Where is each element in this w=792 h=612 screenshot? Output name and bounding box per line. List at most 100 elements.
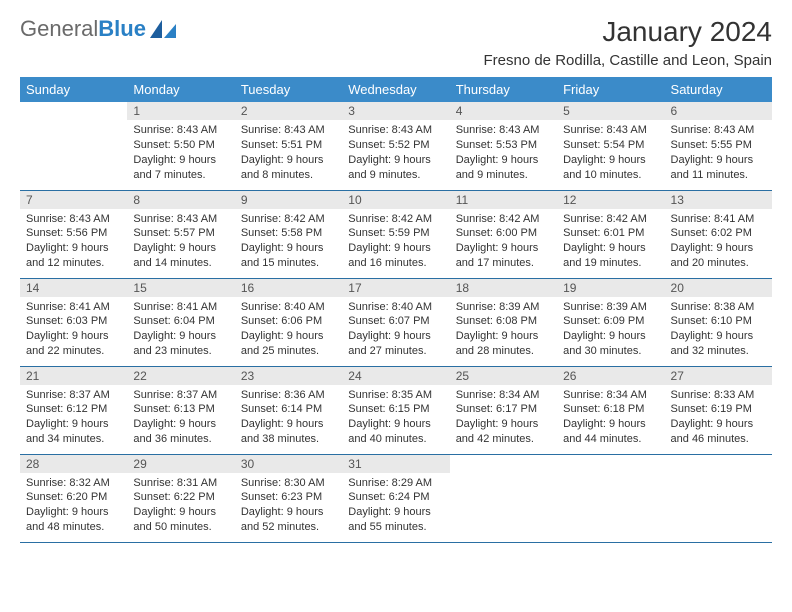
sunset-text: Sunset: 6:03 PM (26, 314, 121, 329)
day-content: Sunrise: 8:43 AMSunset: 5:51 PMDaylight:… (235, 120, 342, 186)
calendar-cell: 2Sunrise: 8:43 AMSunset: 5:51 PMDaylight… (235, 102, 342, 190)
day-number: 17 (342, 279, 449, 297)
sunrise-text: Sunrise: 8:42 AM (563, 212, 658, 227)
weekday-header: Saturday (665, 77, 772, 102)
daylight-text: Daylight: 9 hours and 20 minutes. (671, 241, 766, 271)
calendar-row: 28Sunrise: 8:32 AMSunset: 6:20 PMDayligh… (20, 454, 772, 542)
sunset-text: Sunset: 5:57 PM (133, 226, 228, 241)
day-content: Sunrise: 8:32 AMSunset: 6:20 PMDaylight:… (20, 473, 127, 539)
daylight-text: Daylight: 9 hours and 14 minutes. (133, 241, 228, 271)
calendar-cell: 25Sunrise: 8:34 AMSunset: 6:17 PMDayligh… (450, 366, 557, 454)
day-number: 20 (665, 279, 772, 297)
calendar-cell: 20 Sunrise: 8:38 AMSunset: 6:10 PMDayligh… (665, 278, 772, 366)
daylight-text: Daylight: 9 hours and 15 minutes. (241, 241, 336, 271)
day-content: Sunrise: 8:42 AMSunset: 5:59 PMDaylight:… (342, 209, 449, 275)
sunrise-text: Sunrise: 8:40 AM (241, 300, 336, 315)
day-content: Sunrise: 8:33 AMSunset: 6:19 PMDaylight:… (665, 385, 772, 451)
calendar-cell: 17Sunrise: 8:40 AMSunset: 6:07 PMDayligh… (342, 278, 449, 366)
day-number: 4 (450, 102, 557, 120)
sunset-text: Sunset: 6:10 PM (671, 314, 766, 329)
calendar-cell: 11Sunrise: 8:42 AMSunset: 6:00 PMDayligh… (450, 190, 557, 278)
sunrise-text: Sunrise: 8:37 AM (26, 388, 121, 403)
daylight-text: Daylight: 9 hours and 7 minutes. (133, 153, 228, 183)
daylight-text: Daylight: 9 hours and 8 minutes. (241, 153, 336, 183)
day-number: 22 (127, 367, 234, 385)
calendar-cell: 26Sunrise: 8:34 AMSunset: 6:18 PMDayligh… (557, 366, 664, 454)
calendar-cell: 16Sunrise: 8:40 AMSunset: 6:06 PMDayligh… (235, 278, 342, 366)
calendar-cell: 10Sunrise: 8:42 AMSunset: 5:59 PMDayligh… (342, 190, 449, 278)
calendar-cell: 14Sunrise: 8:41 AMSunset: 6:03 PMDayligh… (20, 278, 127, 366)
sunset-text: Sunset: 6:17 PM (456, 402, 551, 417)
sunset-text: Sunset: 6:23 PM (241, 490, 336, 505)
day-number: 25 (450, 367, 557, 385)
daylight-text: Daylight: 9 hours and 32 minutes. (671, 329, 766, 359)
day-content: Sunrise: 8:34 AMSunset: 6:18 PMDaylight:… (557, 385, 664, 451)
daylight-text: Daylight: 9 hours and 36 minutes. (133, 417, 228, 447)
sunset-text: Sunset: 5:51 PM (241, 138, 336, 153)
sunrise-text: Sunrise: 8:31 AM (133, 476, 228, 491)
day-content: Sunrise: 8:43 AMSunset: 5:57 PMDaylight:… (127, 209, 234, 275)
calendar-cell: 7Sunrise: 8:43 AMSunset: 5:56 PMDaylight… (20, 190, 127, 278)
daylight-text: Daylight: 9 hours and 10 minutes. (563, 153, 658, 183)
sunrise-text: Sunrise: 8:41 AM (133, 300, 228, 315)
daylight-text: Daylight: 9 hours and 17 minutes. (456, 241, 551, 271)
sunrise-text: Sunrise: 8:34 AM (456, 388, 551, 403)
month-title: January 2024 (483, 16, 772, 48)
day-number: 15 (127, 279, 234, 297)
sunrise-text: Sunrise: 8:35 AM (348, 388, 443, 403)
day-number: 23 (235, 367, 342, 385)
day-number: 12 (557, 191, 664, 209)
calendar-cell: 6Sunrise: 8:43 AMSunset: 5:55 PMDaylight… (665, 102, 772, 190)
sunrise-text: Sunrise: 8:43 AM (563, 123, 658, 138)
sunset-text: Sunset: 5:58 PM (241, 226, 336, 241)
day-content: Sunrise: 8:36 AMSunset: 6:14 PMDaylight:… (235, 385, 342, 451)
calendar-cell: 13 Sunrise: 8:41 AMSunset: 6:02 PMDayligh… (665, 190, 772, 278)
calendar-cell: 28Sunrise: 8:32 AMSunset: 6:20 PMDayligh… (20, 454, 127, 542)
calendar-cell: 3Sunrise: 8:43 AMSunset: 5:52 PMDaylight… (342, 102, 449, 190)
sunset-text: Sunset: 5:56 PM (26, 226, 121, 241)
page-header: GeneralBlue January 2024 Fresno de Rodil… (20, 16, 772, 69)
day-number: 29 (127, 455, 234, 473)
day-number: 28 (20, 455, 127, 473)
sunrise-text: Sunrise: 8:43 AM (671, 123, 766, 138)
sunrise-text: Sunrise: 8:30 AM (241, 476, 336, 491)
calendar-cell: 30Sunrise: 8:30 AMSunset: 6:23 PMDayligh… (235, 454, 342, 542)
sunset-text: Sunset: 6:09 PM (563, 314, 658, 329)
daylight-text: Daylight: 9 hours and 46 minutes. (671, 417, 766, 447)
day-number: 3 (342, 102, 449, 120)
calendar-row: 21Sunrise: 8:37 AMSunset: 6:12 PMDayligh… (20, 366, 772, 454)
daylight-text: Daylight: 9 hours and 23 minutes. (133, 329, 228, 359)
day-content: Sunrise: 8:41 AMSunset: 6:03 PMDaylight:… (20, 297, 127, 363)
sunrise-text: Sunrise: 8:43 AM (133, 212, 228, 227)
sunset-text: Sunset: 5:59 PM (348, 226, 443, 241)
sunset-text: Sunset: 6:02 PM (671, 226, 766, 241)
sunrise-text: Sunrise: 8:38 AM (671, 300, 766, 315)
day-content: Sunrise: 8:41 AMSunset: 6:04 PMDaylight:… (127, 297, 234, 363)
day-content: Sunrise: 8:43 AMSunset: 5:55 PMDaylight:… (665, 120, 772, 186)
brand-text-2: Blue (98, 16, 146, 42)
weekday-header: Sunday (20, 77, 127, 102)
daylight-text: Daylight: 9 hours and 34 minutes. (26, 417, 121, 447)
weekday-header: Monday (127, 77, 234, 102)
sunset-text: Sunset: 6:15 PM (348, 402, 443, 417)
sunrise-text: Sunrise: 8:36 AM (241, 388, 336, 403)
day-content: Sunrise: 8:43 AMSunset: 5:52 PMDaylight:… (342, 120, 449, 186)
calendar-row: 1Sunrise: 8:43 AMSunset: 5:50 PMDaylight… (20, 102, 772, 190)
day-number: 27 (665, 367, 772, 385)
sunset-text: Sunset: 6:00 PM (456, 226, 551, 241)
brand-logo: GeneralBlue (20, 16, 176, 42)
calendar-cell: 15Sunrise: 8:41 AMSunset: 6:04 PMDayligh… (127, 278, 234, 366)
sunset-text: Sunset: 6:01 PM (563, 226, 658, 241)
weekday-row: Sunday Monday Tuesday Wednesday Thursday… (20, 77, 772, 102)
day-number: 7 (20, 191, 127, 209)
weekday-header: Tuesday (235, 77, 342, 102)
calendar-cell: 27Sunrise: 8:33 AMSunset: 6:19 PMDayligh… (665, 366, 772, 454)
daylight-text: Daylight: 9 hours and 9 minutes. (456, 153, 551, 183)
daylight-text: Daylight: 9 hours and 40 minutes. (348, 417, 443, 447)
sunrise-text: Sunrise: 8:41 AM (671, 212, 766, 227)
calendar-cell: 9Sunrise: 8:42 AMSunset: 5:58 PMDaylight… (235, 190, 342, 278)
daylight-text: Daylight: 9 hours and 28 minutes. (456, 329, 551, 359)
day-number: 19 (557, 279, 664, 297)
weekday-header: Wednesday (342, 77, 449, 102)
day-number: 13 (665, 191, 772, 209)
